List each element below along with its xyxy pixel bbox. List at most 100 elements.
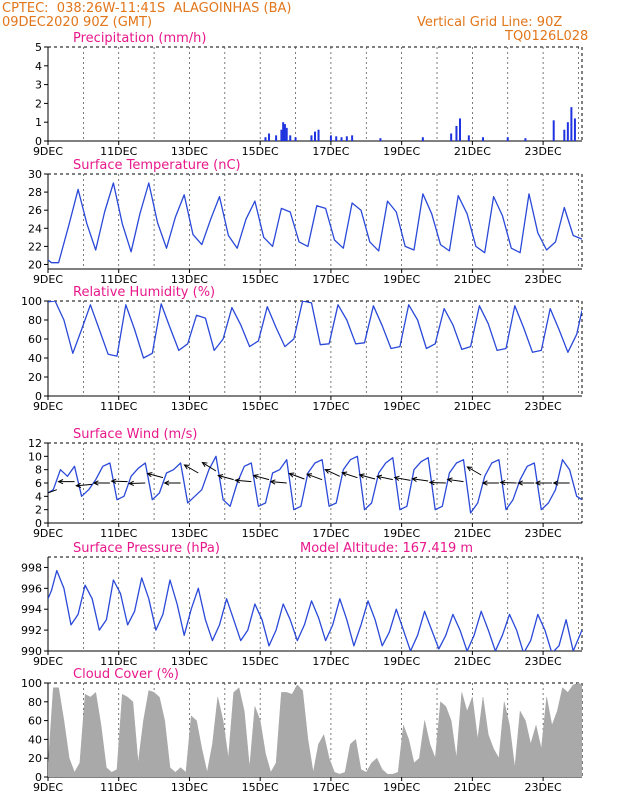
x-tick-label: 9DEC — [33, 527, 63, 540]
precip-bar — [506, 137, 509, 141]
precip-bar — [310, 135, 313, 141]
x-tick-label: 13DEC — [171, 273, 208, 286]
x-tick-label: 21DEC — [454, 400, 491, 413]
precip-bar — [458, 118, 461, 141]
wind-arrow — [184, 464, 199, 474]
y-tick-label: 60 — [28, 715, 42, 728]
x-tick-label: 11DEC — [100, 655, 137, 668]
x-tick-label: 19DEC — [383, 655, 420, 668]
header-run-time-line: 09DEC2020 90Z (GMT) — [2, 15, 153, 30]
precip-bar — [335, 136, 338, 141]
precip-bar — [467, 135, 470, 141]
y-tick-label: 80 — [28, 314, 42, 327]
x-tick-label: 9DEC — [33, 400, 63, 413]
y-tick-label: 4 — [35, 490, 42, 503]
y-tick-label: 100 — [21, 677, 42, 690]
x-tick-label: 15DEC — [242, 781, 279, 794]
data-layer — [48, 182, 582, 264]
panel-title: Cloud Cover (%) — [73, 667, 179, 682]
panel-3: 0 20 40 60 80 100 9DEC 11DEC 13DEC 15DEC 17DEC 19DE… — [21, 285, 583, 413]
x-tick-label: 21DEC — [454, 527, 491, 540]
y-tick-label: 100 — [21, 295, 42, 308]
wind-arrow-head — [234, 478, 241, 484]
panel-6: 0 20 40 60 80 100 9DEC 11DEC 13DEC 15DEC 17DEC 19DE… — [21, 667, 583, 794]
x-tick-label: 23DEC — [525, 400, 562, 413]
wind-arrow — [377, 475, 393, 481]
x-tick-label: 19DEC — [383, 527, 420, 540]
precip-bar — [455, 125, 458, 141]
wind-arrow — [359, 474, 376, 480]
wind-arrow — [342, 472, 358, 479]
x-tick-label: 15DEC — [242, 655, 279, 668]
y-tick-label: 3 — [35, 79, 42, 92]
x-tick-label: 21DEC — [454, 655, 491, 668]
x-tick-label: 15DEC — [242, 273, 279, 286]
series-line — [48, 455, 582, 514]
y-tick-label: 40 — [28, 352, 42, 365]
data-layer — [48, 455, 582, 514]
wind-arrow-head — [252, 474, 259, 480]
precip-bar — [275, 135, 278, 141]
data-layer — [48, 301, 582, 359]
x-tick-label: 23DEC — [525, 527, 562, 540]
y-tick-label: 998 — [21, 561, 42, 574]
precip-bar — [285, 127, 288, 141]
precip-bar — [314, 131, 316, 141]
y-tick-label: 2 — [35, 504, 42, 517]
wind-arrow-head — [75, 482, 82, 488]
header-model-id: TQ0126L028 — [505, 29, 589, 44]
x-tick-label: 15DEC — [242, 145, 279, 158]
y-tick-label: 10 — [28, 450, 42, 463]
wind-arrow-head — [217, 474, 224, 480]
y-tick-label: 4 — [35, 60, 42, 73]
y-tick-label: 80 — [28, 696, 42, 709]
wind-arrow-head — [269, 479, 276, 485]
wind-arrow — [429, 481, 446, 484]
x-tick-label: 9DEC — [33, 781, 63, 794]
x-tick-label: 23DEC — [525, 145, 562, 158]
wind-arrow-head — [517, 480, 523, 486]
y-tick-label: 60 — [28, 333, 42, 346]
x-tick-label: 11DEC — [100, 527, 137, 540]
precip-bar — [268, 133, 271, 141]
x-tick-label: 21DEC — [454, 273, 491, 286]
x-tick-label: 13DEC — [171, 145, 208, 158]
y-tick-label: 8 — [35, 464, 42, 477]
x-tick-label: 9DEC — [33, 145, 63, 158]
precip-bar — [289, 135, 292, 141]
wind-arrow — [235, 479, 252, 483]
panel-1: 0 1 2 3 4 5 9DEC 11DEC 13DEC 15DEC 17DEC 19DEC 21DEC… — [33, 31, 583, 158]
precip-bar — [294, 137, 297, 141]
wind-arrow-head — [183, 464, 190, 470]
precip-bar — [282, 122, 285, 141]
wind-arrow — [306, 473, 323, 481]
wind-arrow-head — [305, 473, 313, 479]
x-tick-label: 17DEC — [312, 145, 349, 158]
y-tick-label: 1 — [35, 116, 42, 129]
cloud-cover-area — [48, 683, 582, 777]
y-tick-label: 20 — [28, 752, 42, 765]
precip-bar — [345, 136, 348, 141]
y-tick-label: 0 — [35, 135, 42, 148]
x-tick-label: 19DEC — [383, 273, 420, 286]
x-tick-label: 15DEC — [242, 400, 279, 413]
y-tick-label: 5 — [35, 41, 42, 54]
wind-arrow-head — [481, 480, 488, 486]
precip-bar — [563, 129, 566, 141]
wind-arrow — [289, 473, 305, 480]
precip-bar — [421, 137, 424, 141]
panel-title: Surface Wind (m/s) — [73, 427, 197, 442]
wind-arrow — [76, 483, 93, 487]
x-tick-label: 15DEC — [242, 527, 279, 540]
wind-arrow-head — [163, 480, 170, 486]
x-tick-label: 11DEC — [100, 400, 137, 413]
y-tick-label: 996 — [21, 582, 42, 595]
data-layer — [48, 569, 582, 651]
wind-arrow-head — [376, 474, 383, 480]
wind-arrows — [48, 461, 570, 494]
panel-title: Relative Humidity (%) — [73, 285, 215, 300]
precip-bar — [566, 122, 569, 141]
wind-arrow — [325, 469, 340, 477]
